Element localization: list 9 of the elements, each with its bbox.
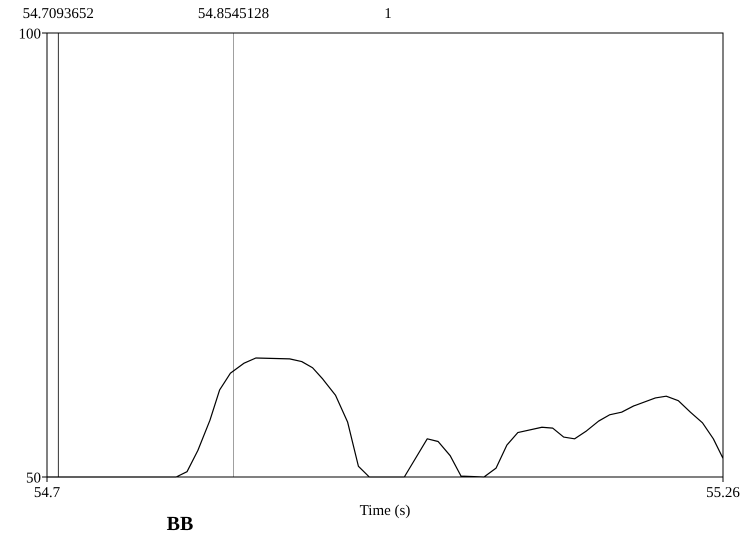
ref-line-label: 54.7093652: [22, 6, 94, 22]
x-axis-title: Time (s): [360, 503, 410, 519]
x-tick-label: 55.26: [706, 485, 740, 501]
y-tick-label: 100: [18, 26, 41, 42]
x-tick-label: 54.7: [34, 485, 61, 501]
ref-line-label: 54.8545128: [198, 6, 270, 22]
y-tick-label: 50: [26, 470, 41, 486]
text: BB: [166, 513, 194, 535]
text: 1: [384, 6, 392, 22]
